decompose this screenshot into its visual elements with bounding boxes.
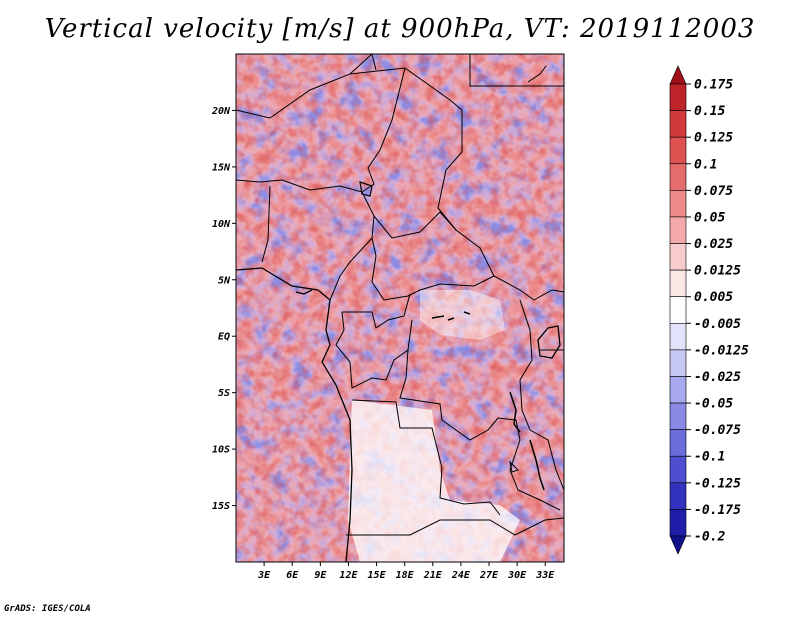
lat-tick-label: 10S xyxy=(212,445,230,456)
colorbar-bin xyxy=(669,136,687,165)
lon-tick-label: 30E xyxy=(507,570,527,581)
colorbar-level-label: -0.075 xyxy=(694,423,741,438)
colorbar-bin xyxy=(669,482,687,510)
colorbar-bin xyxy=(669,216,687,244)
colorbar-bin xyxy=(669,83,687,111)
lat-tick-label: 5S xyxy=(218,388,230,399)
lon-tick-label: 24E xyxy=(451,570,471,581)
colorbar-bin xyxy=(669,535,687,555)
colorbar-level-label: -0.1 xyxy=(694,450,725,465)
colorbar-bin xyxy=(669,322,687,351)
lon-tick-label: 18E xyxy=(396,570,415,581)
lon-tick-label: 33E xyxy=(535,570,555,581)
colorbar-level-label: 0.1 xyxy=(694,157,717,172)
colorbar-bin xyxy=(669,190,687,218)
colorbar-bin xyxy=(669,509,687,537)
longitude-ticks: 3E 6E 9E 12E 15E 18E 21E 24E 27E 30E 33E xyxy=(257,562,555,581)
colorbar-level-label: 0.05 xyxy=(694,210,725,225)
colorbar-level-label: 0.175 xyxy=(694,78,733,93)
colorbar-level-label: 0.0125 xyxy=(694,264,741,279)
colorbar-bin xyxy=(669,163,687,191)
colorbar-level-label: -0.05 xyxy=(694,397,733,412)
lon-tick-label: 15E xyxy=(368,570,387,581)
lon-tick-label: 21E xyxy=(423,570,443,581)
colorbar-bin xyxy=(669,65,687,85)
lat-tick-label: 20N xyxy=(211,106,231,117)
vertical-velocity-field xyxy=(236,54,564,562)
lon-tick-label: 3E xyxy=(257,570,271,581)
map-frame xyxy=(235,53,565,563)
lon-tick-label: 9E xyxy=(314,570,327,581)
colorbar-bin xyxy=(669,243,687,271)
map-title: Vertical velocity [m/s] at 900hPa, VT: 2… xyxy=(44,14,756,44)
lon-tick-label: 27E xyxy=(479,570,499,581)
colorbar-level-label: -0.025 xyxy=(694,370,741,385)
colorbar-level-label: 0.15 xyxy=(694,104,725,119)
latitude-ticks: 20N 15N 10N 5N EQ 5S 10S 15S xyxy=(211,106,236,512)
colorbar-bin xyxy=(669,402,687,430)
colorbar-level-label: -0.125 xyxy=(694,476,741,491)
country-borders xyxy=(236,54,564,562)
colorbar-bin xyxy=(669,296,687,324)
lat-tick-label: 10N xyxy=(212,219,231,230)
lat-tick-label: 5N xyxy=(218,275,231,286)
colorbar-level-label: 0.125 xyxy=(694,131,733,146)
lat-tick-label: EQ xyxy=(218,332,230,343)
colorbar-bin xyxy=(669,376,687,404)
colorbar-level-label: -0.2 xyxy=(694,530,725,545)
colorbar-level-label: -0.005 xyxy=(694,317,741,332)
colorbar-level-label: 0.075 xyxy=(694,184,733,199)
colorbar-bin xyxy=(669,429,687,457)
colorbar-bin xyxy=(669,110,687,138)
lon-tick-label: 6E xyxy=(286,570,299,581)
software-credit: GrADS: IGES/COLA xyxy=(4,604,91,614)
colorbar-level-label: 0.025 xyxy=(694,237,733,252)
colorbar-bin xyxy=(669,269,687,298)
colorbar-level-label: 0.005 xyxy=(694,290,733,305)
lon-tick-label: 12E xyxy=(339,570,358,581)
colorbar-bin xyxy=(669,349,687,377)
lat-tick-label: 15S xyxy=(212,501,230,512)
colorbar: 0.175 0.15 0.125 0.1 0.075 0.05 0.025 0.0125 0.0… xyxy=(669,65,749,555)
colorbar-level-label: -0.175 xyxy=(694,503,741,518)
colorbar-level-label: -0.0125 xyxy=(694,343,749,358)
colorbar-bin xyxy=(669,455,687,484)
lat-tick-label: 15N xyxy=(212,162,231,173)
